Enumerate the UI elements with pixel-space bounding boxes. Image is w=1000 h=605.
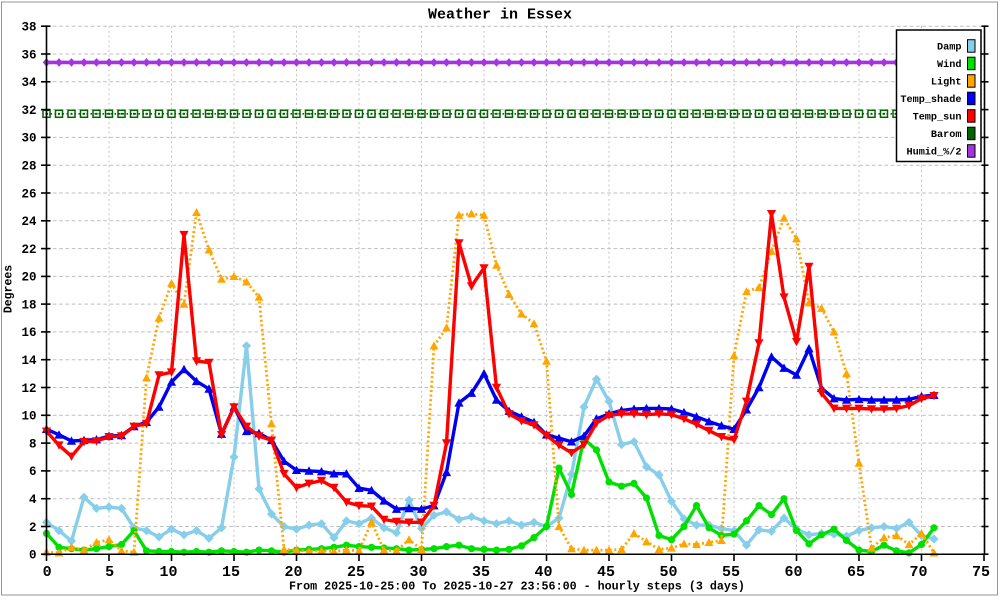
svg-text:8: 8 bbox=[29, 437, 37, 451]
svg-text:10: 10 bbox=[21, 410, 36, 424]
svg-text:0: 0 bbox=[43, 564, 52, 581]
svg-text:Damp: Damp bbox=[937, 43, 961, 54]
svg-text:40: 40 bbox=[534, 564, 552, 581]
svg-text:2: 2 bbox=[29, 521, 37, 535]
svg-text:34: 34 bbox=[21, 76, 37, 90]
svg-text:50: 50 bbox=[659, 564, 677, 581]
svg-text:5: 5 bbox=[105, 564, 114, 581]
svg-text:12: 12 bbox=[21, 382, 36, 396]
svg-text:38: 38 bbox=[21, 21, 36, 35]
svg-text:16: 16 bbox=[21, 326, 36, 340]
svg-text:36: 36 bbox=[21, 48, 36, 62]
svg-text:60: 60 bbox=[784, 564, 802, 581]
svg-text:25: 25 bbox=[347, 564, 365, 581]
svg-text:Weather in Essex: Weather in Essex bbox=[428, 7, 572, 24]
svg-text:0: 0 bbox=[29, 549, 37, 563]
svg-text:35: 35 bbox=[472, 564, 490, 581]
svg-text:6: 6 bbox=[29, 465, 37, 479]
svg-text:20: 20 bbox=[21, 271, 36, 285]
svg-text:32: 32 bbox=[21, 104, 36, 118]
svg-text:65: 65 bbox=[847, 564, 865, 581]
svg-text:26: 26 bbox=[21, 187, 36, 201]
svg-text:45: 45 bbox=[597, 564, 615, 581]
svg-text:Light: Light bbox=[931, 77, 962, 89]
svg-text:10: 10 bbox=[159, 564, 177, 581]
svg-text:70: 70 bbox=[909, 564, 927, 581]
svg-text:14: 14 bbox=[21, 354, 37, 368]
svg-text:30: 30 bbox=[21, 132, 36, 146]
svg-text:24: 24 bbox=[21, 215, 37, 229]
svg-text:30: 30 bbox=[409, 564, 427, 581]
svg-text:55: 55 bbox=[722, 564, 740, 581]
svg-text:18: 18 bbox=[21, 298, 36, 312]
svg-text:Humid_%/2: Humid_%/2 bbox=[906, 147, 961, 159]
svg-text:28: 28 bbox=[21, 160, 36, 174]
svg-text:Barom: Barom bbox=[931, 130, 962, 141]
svg-text:4: 4 bbox=[29, 493, 37, 507]
svg-text:Temp_shade: Temp_shade bbox=[900, 94, 961, 106]
svg-text:Temp_sun: Temp_sun bbox=[913, 113, 962, 124]
svg-text:Degrees: Degrees bbox=[3, 265, 16, 313]
svg-text:From 2025-10-25:00 To 2025-10-: From 2025-10-25:00 To 2025-10-27 23:56:0… bbox=[289, 580, 745, 594]
svg-text:20: 20 bbox=[284, 564, 302, 581]
svg-text:22: 22 bbox=[21, 243, 36, 257]
svg-text:Wind: Wind bbox=[937, 59, 961, 71]
svg-text:75: 75 bbox=[972, 564, 990, 581]
svg-text:15: 15 bbox=[222, 564, 240, 581]
